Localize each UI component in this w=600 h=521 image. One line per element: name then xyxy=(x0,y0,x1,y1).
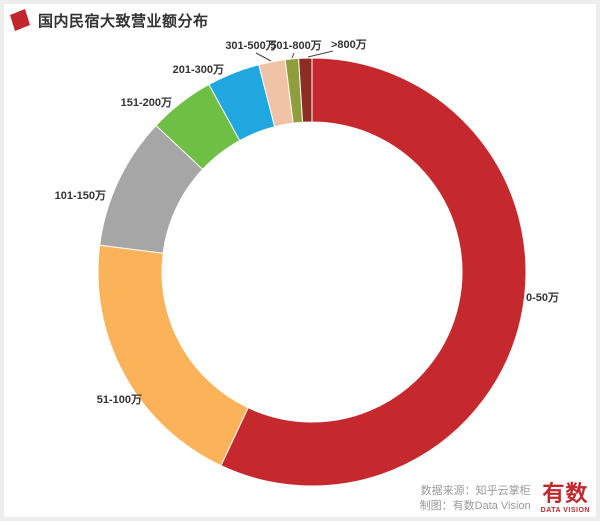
donut-slice xyxy=(97,244,249,467)
footer: 数据来源：知乎云掌柜 制图：有数Data Vision 有数 DATA VISI… xyxy=(420,481,590,515)
label-leader-line xyxy=(291,52,295,59)
slice-label: 0-50万 xyxy=(526,291,559,304)
slice-label: 501-800万 xyxy=(270,39,321,52)
logo-subtext: DATA VISION xyxy=(540,507,590,514)
youshu-logo: 有数 DATA VISION xyxy=(540,481,590,515)
label-leader-line xyxy=(255,52,272,62)
slice-label: >800万 xyxy=(331,38,367,51)
title-flag-icon xyxy=(10,9,30,32)
header: 国内民宿大致营业额分布 xyxy=(10,9,209,32)
donut-slice xyxy=(298,57,313,123)
chart-credit-text: 制图：有数Data Vision xyxy=(419,500,531,512)
footer-credits: 数据来源：知乎云掌柜 制图：有数Data Vision xyxy=(420,484,531,514)
label-leader-line xyxy=(307,50,334,58)
page-title: 国内民宿大致营业额分布 xyxy=(38,13,209,30)
slice-label: 101-150万 xyxy=(55,189,106,202)
logo-text: 有数 xyxy=(542,481,589,506)
slice-label: 51-100万 xyxy=(97,393,142,406)
donut-slice xyxy=(220,57,527,487)
data-source-text: 数据来源：知乎云掌柜 xyxy=(420,485,531,497)
slice-label: 301-500万 xyxy=(225,39,276,52)
slice-label: 151-200万 xyxy=(121,96,172,109)
slice-label: 201-300万 xyxy=(173,63,224,76)
